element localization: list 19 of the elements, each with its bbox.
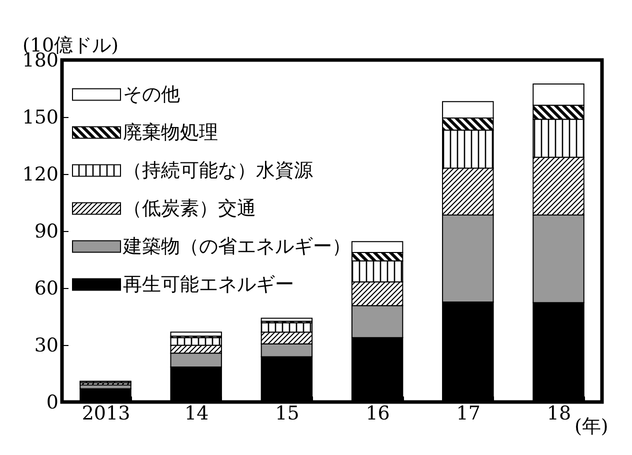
legend-label: （低炭素）交通 bbox=[123, 198, 256, 220]
y-tick-label: 90 bbox=[34, 220, 58, 242]
legend-label: 建築物（の省エネルギー） bbox=[122, 236, 351, 258]
legend-label: その他 bbox=[123, 84, 180, 106]
x-tick-label: 18 bbox=[546, 402, 572, 424]
legend-label: 廃棄物処理 bbox=[123, 122, 218, 144]
y-tick-label: 150 bbox=[22, 106, 58, 128]
x-tick-label: 17 bbox=[456, 402, 480, 424]
x-tick-label: 2013 bbox=[82, 402, 130, 424]
x-tick-label: 14 bbox=[184, 402, 209, 424]
y-tick-label: 60 bbox=[34, 278, 58, 300]
x-tick-label: 16 bbox=[366, 402, 390, 424]
x-axis-title: (年) bbox=[574, 416, 608, 438]
legend-label: （持続可能な）水資源 bbox=[123, 160, 313, 182]
y-tick-label: 0 bbox=[46, 392, 58, 414]
y-tick-label: 120 bbox=[22, 164, 58, 186]
y-tick-label: 30 bbox=[34, 334, 58, 356]
legend-label: 再生可能エネルギー bbox=[123, 274, 294, 296]
x-tick-label: 15 bbox=[275, 402, 300, 424]
